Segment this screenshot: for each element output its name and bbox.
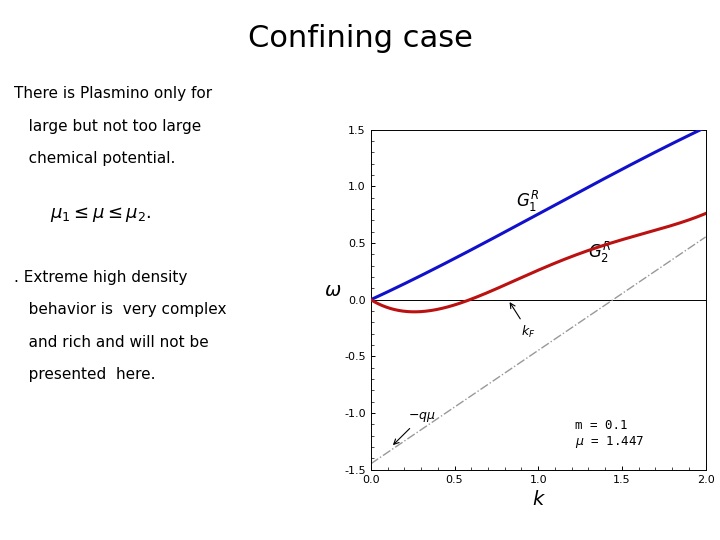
Text: presented  here.: presented here. (14, 367, 156, 382)
Text: $\mu_1 \leq \mu \leq \mu_2.$: $\mu_1 \leq \mu \leq \mu_2.$ (50, 205, 152, 224)
Text: There is Plasmino only for: There is Plasmino only for (14, 86, 212, 102)
Text: chemical potential.: chemical potential. (14, 151, 176, 166)
Text: Confining case: Confining case (248, 24, 472, 53)
Text: $G_2^R$: $G_2^R$ (588, 240, 611, 265)
Text: large but not too large: large but not too large (14, 119, 202, 134)
Text: m = 0.1
$\mu$ = 1.447: m = 0.1 $\mu$ = 1.447 (575, 419, 644, 450)
X-axis label: k: k (533, 490, 544, 509)
Text: and rich and will not be: and rich and will not be (14, 335, 209, 350)
Y-axis label: $\omega$: $\omega$ (325, 281, 342, 300)
Text: $- q \mu$: $- q \mu$ (394, 410, 436, 444)
Text: $k_F$: $k_F$ (510, 303, 536, 340)
Text: . Extreme high density: . Extreme high density (14, 270, 188, 285)
Text: $G_1^R$: $G_1^R$ (516, 188, 539, 214)
Text: behavior is  very complex: behavior is very complex (14, 302, 227, 318)
